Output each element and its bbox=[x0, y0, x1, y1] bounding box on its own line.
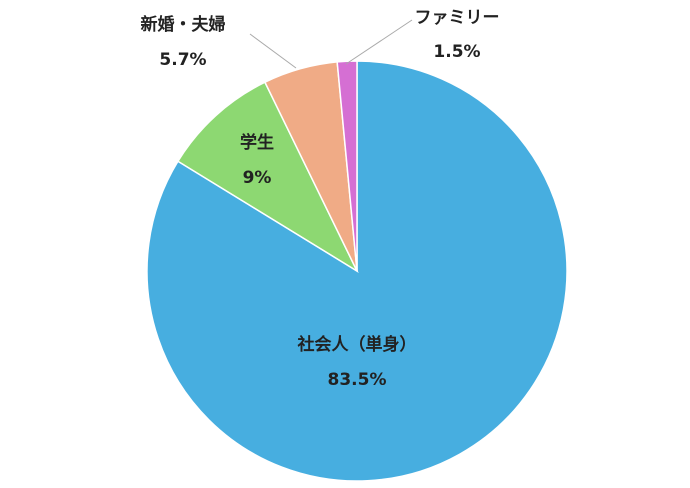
slice-label: 社会人（単身） bbox=[297, 334, 417, 355]
pie-slice bbox=[336, 60, 358, 272]
value-label: 1.5% bbox=[433, 42, 480, 62]
value-label: 9% bbox=[243, 168, 272, 188]
labels: 社会人（単身） 83.5% 学生 9% 新婚・夫婦 5.7% ファミリー 1.5% bbox=[141, 8, 500, 390]
leader-line bbox=[249, 33, 297, 69]
value-label: 83.5% bbox=[328, 370, 387, 390]
leader-line bbox=[345, 19, 413, 65]
slice-label: 新婚・夫婦 bbox=[141, 14, 226, 35]
pie-slice bbox=[176, 81, 359, 273]
slice-label: ファミリー bbox=[415, 8, 500, 28]
value-label: 5.7% bbox=[159, 50, 206, 70]
pie bbox=[146, 60, 568, 482]
slice-label: 学生 bbox=[240, 132, 274, 153]
